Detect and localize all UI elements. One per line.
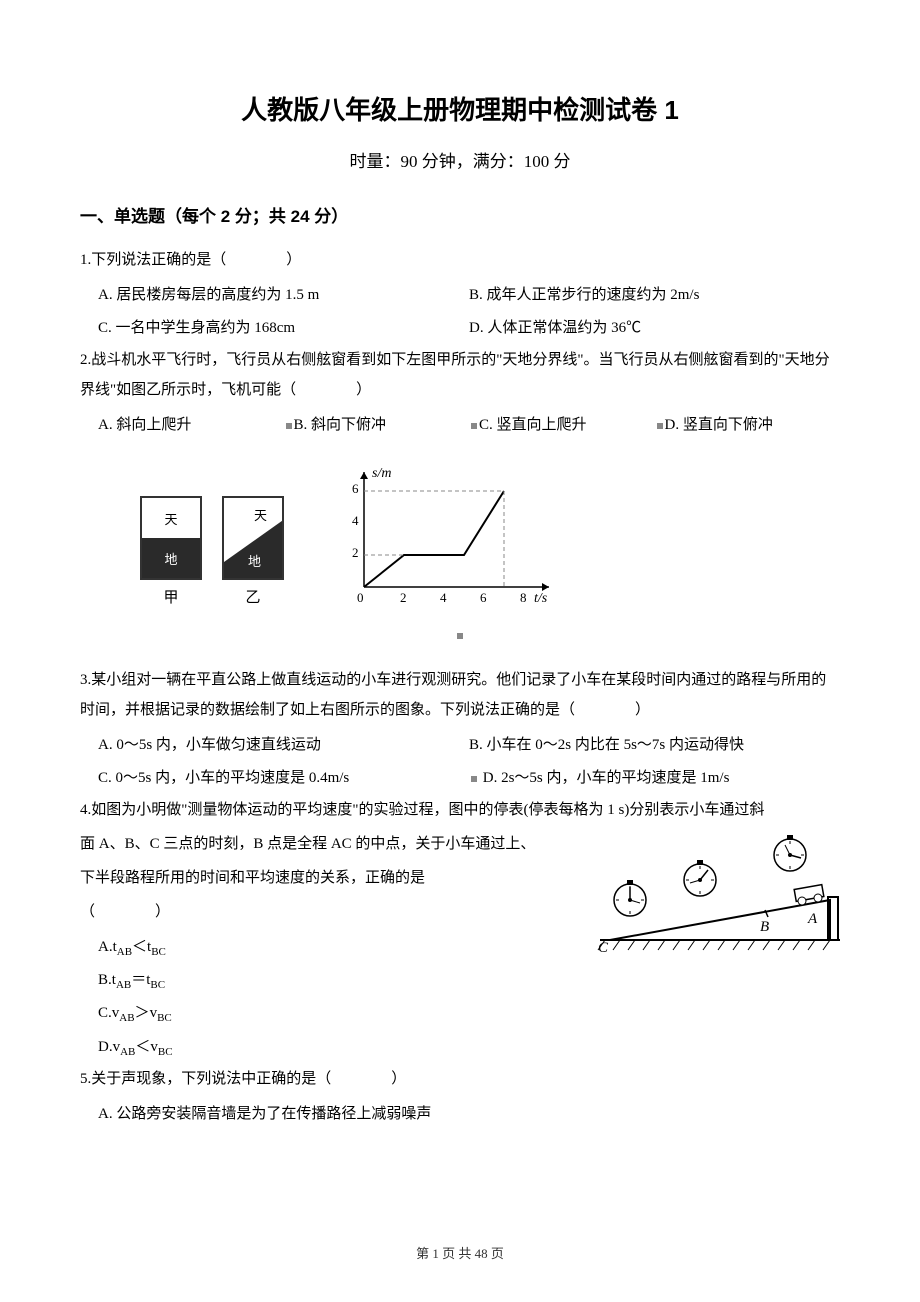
q2-option-d: D. 竖直向下俯冲 (655, 409, 841, 442)
q3-d-text: D. 2s～5s 内，小车的平均速度是 1m/s (483, 770, 730, 786)
q2-d-text: D. 竖直向下俯冲 (665, 417, 773, 433)
q5-stem: 5.关于声现象，下列说法中正确的是（ ） (80, 1064, 840, 1094)
bullet-icon (657, 423, 663, 429)
q1-options: A. 居民楼房每层的高度约为 1.5 m B. 成年人正常步行的速度约为 2m/… (80, 279, 840, 345)
q4-b-prefix: B.t (98, 972, 116, 988)
q1-option-b: B. 成年人正常步行的速度约为 2m/s (469, 279, 840, 312)
q4-block: 4.如图为小明做"测量物体运动的平均速度"的实验过程，图中的停表(停表每格为 1… (80, 795, 840, 1064)
q4-option-d: D.vAB＜vBC (80, 1031, 840, 1064)
q4-d-sub1: AB (120, 1046, 135, 1058)
page-subtitle: 时量：90 分钟，满分：100 分 (80, 147, 840, 172)
q5-option-a: A. 公路旁安装隔音墙是为了在传播路径上减弱噪声 (98, 1098, 840, 1131)
q4-option-b: B.tAB＝tBC (80, 964, 840, 997)
panel-jia-label: 甲 (163, 586, 178, 607)
q3-stem: 3.某小组对一辆在平直公路上做直线运动的小车进行观测研究。他们记录了小车在某段时… (80, 665, 840, 725)
q4-c-sub1: AB (119, 1012, 134, 1024)
q2-c-text: C. 竖直向上爬升 (479, 417, 587, 433)
q4-b-sub2: BC (150, 979, 165, 991)
origin-0: 0 (357, 590, 364, 605)
q4-d-sub2: BC (158, 1046, 173, 1058)
page-footer: 第 1 页 共 48 页 (0, 1243, 920, 1262)
q1-option-d: D. 人体正常体温约为 36℃ (469, 312, 840, 345)
q1-option-a: A. 居民楼房每层的高度约为 1.5 m (98, 279, 469, 312)
q2-option-c: C. 竖直向上爬升 (469, 409, 655, 442)
q4-c-op: ＞ (135, 1005, 150, 1021)
figures-row: 天 地 甲 天 地 乙 2 4 6 0 2 (140, 462, 840, 607)
q4-stem-l2: 面 A、B、C 三点的时刻，B 点是全程 AC 的中点，关于小车通过上、 (80, 829, 560, 859)
bullet-icon (286, 423, 292, 429)
q4-b-op: ＝ (131, 972, 146, 988)
q2-option-a: A. 斜向上爬升 (98, 409, 284, 442)
q3-option-a: A. 0～5s 内，小车做匀速直线运动 (98, 729, 469, 762)
xtick-4: 4 (440, 590, 447, 605)
ylabel: s/m (372, 466, 391, 481)
stopwatch-b-icon (684, 860, 716, 896)
stopwatch-a-icon (774, 835, 806, 871)
q4-option-c: C.vAB＞vBC (80, 997, 840, 1030)
q4-a-sub1: AB (117, 946, 132, 958)
ytick-6: 6 (352, 481, 359, 496)
q3-option-d: D. 2s～5s 内，小车的平均速度是 1m/s (469, 762, 840, 795)
panel-jia-sky: 天 (142, 498, 200, 538)
q4-c-sub2: BC (157, 1012, 172, 1024)
q4-label-b: B (760, 919, 769, 935)
q3-options: A. 0～5s 内，小车做匀速直线运动 B. 小车在 0～2s 内比在 5s～7… (80, 729, 840, 795)
q3-option-c: C. 0～5s 内，小车的平均速度是 0.4m/s (98, 762, 469, 795)
bullet-icon (457, 633, 463, 639)
xlabel: t/s (534, 591, 548, 606)
q4-label-a: A (807, 911, 818, 927)
st-graph: 2 4 6 0 2 4 6 8 s/m t/s (334, 462, 564, 607)
panel-jia-ground: 地 (142, 538, 200, 578)
page-title: 人教版八年级上册物理期中检测试卷 1 (80, 90, 840, 127)
ytick-4: 4 (352, 513, 359, 528)
panel-yi-sky-text: 天 (254, 508, 267, 523)
q4-d-prefix: D.v (98, 1039, 120, 1055)
q4-figure: A B C (590, 825, 850, 955)
panel-jia-box: 天 地 (140, 496, 202, 580)
panel-yi-ground-text: 地 (248, 554, 261, 569)
figure-panels: 天 地 甲 天 地 乙 (140, 462, 284, 607)
panel-yi-box: 天 地 (222, 496, 284, 580)
q2-stem: 2.战斗机水平飞行时，飞行员从右侧舷窗看到如下左图甲所示的"天地分界线"。当飞行… (80, 345, 840, 405)
q4-a-sub2: BC (151, 946, 166, 958)
q4-a-prefix: A.t (98, 939, 117, 955)
section-1-header: 一、单选题（每个 2 分；共 24 分） (80, 202, 840, 227)
stopwatch-c-icon (614, 880, 646, 916)
q4-b-sub1: AB (116, 979, 131, 991)
q3-option-b: B. 小车在 0～2s 内比在 5s～7s 内运动得快 (469, 729, 840, 762)
q4-stem-l3: 下半段路程所用的时间和平均速度的关系，正确的是 (80, 863, 560, 893)
q5-options: A. 公路旁安装隔音墙是为了在传播路径上减弱噪声 (80, 1098, 840, 1131)
bullet-icon (471, 776, 477, 782)
q1-option-c: C. 一名中学生身高约为 168cm (98, 312, 469, 345)
q2-b-text: B. 斜向下俯冲 (294, 417, 387, 433)
xtick-2: 2 (400, 590, 407, 605)
q4-c-prefix: C.v (98, 1005, 119, 1021)
panel-jia: 天 地 甲 (140, 496, 202, 607)
q4-a-op: ＜ (132, 939, 147, 955)
xtick-6: 6 (480, 590, 487, 605)
panel-yi-label: 乙 (245, 586, 260, 607)
xtick-8: 8 (520, 590, 527, 605)
mid-marker (80, 627, 840, 645)
q1-stem: 1.下列说法正确的是（ ） (80, 245, 840, 275)
panel-yi: 天 地 乙 (222, 496, 284, 607)
panel-yi-svg: 天 地 (224, 498, 284, 580)
q4-d-op: ＜ (135, 1039, 150, 1055)
q4-label-c: C (598, 940, 609, 955)
q4-stem-l1: 4.如图为小明做"测量物体运动的平均速度"的实验过程，图中的停表(停表每格为 1… (80, 795, 840, 825)
q2-options: A. 斜向上爬升 B. 斜向下俯冲 C. 竖直向上爬升 D. 竖直向下俯冲 (80, 409, 840, 442)
bullet-icon (471, 423, 477, 429)
ytick-2: 2 (352, 545, 359, 560)
q2-option-b: B. 斜向下俯冲 (284, 409, 470, 442)
